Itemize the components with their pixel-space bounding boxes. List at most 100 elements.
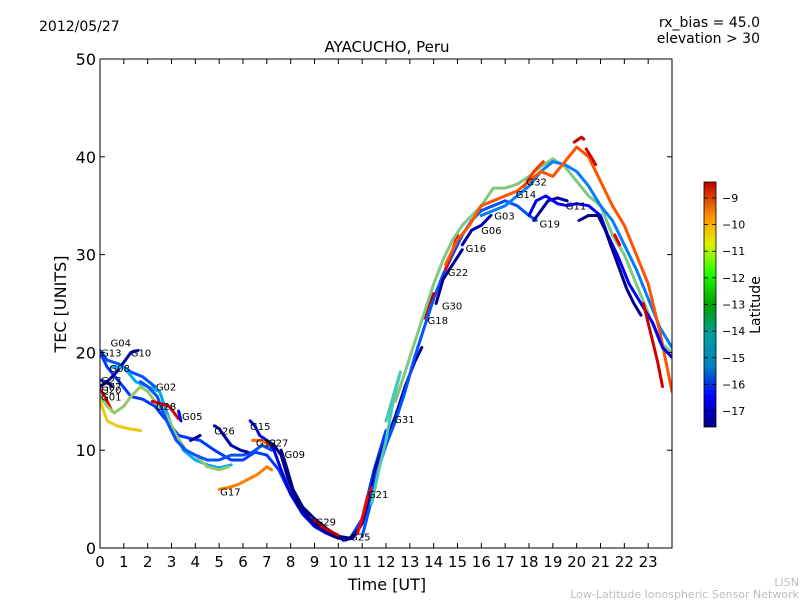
colorbar-tick-label: −16 <box>722 378 745 391</box>
y-tick-label: 10 <box>76 441 96 460</box>
colorbar-label: Latitude <box>748 276 764 334</box>
x-tick-label: 9 <box>310 553 320 571</box>
footer-network: Low-Latitude Ionospheric Sensor Network <box>570 588 799 600</box>
trace-g12 <box>251 438 271 447</box>
sat-label-g16: G16 <box>466 244 486 255</box>
x-tick-label: 21 <box>591 553 610 571</box>
y-tick-label: 50 <box>76 50 96 69</box>
trace-g02 <box>139 380 274 462</box>
x-tick-label: 8 <box>286 553 296 571</box>
trace-g26 <box>212 424 250 454</box>
x-tick-label: 11 <box>353 553 372 571</box>
x-tick-label: 10 <box>329 553 348 571</box>
x-tick-label: 1 <box>119 553 129 571</box>
trace-g28 <box>150 399 181 421</box>
x-tick-label: 20 <box>567 553 586 571</box>
colorbar-tick-label: −11 <box>722 245 745 258</box>
colorbar-tick-label: −13 <box>722 299 745 312</box>
sat-label-g10: G10 <box>131 348 151 359</box>
y-tick-label: 0 <box>86 539 96 558</box>
x-tick-label: 4 <box>191 553 201 571</box>
trace-g23 <box>100 378 107 384</box>
y-tick-label: 30 <box>76 246 96 265</box>
trace-g27 <box>265 438 359 542</box>
x-tick-label: 23 <box>639 553 658 571</box>
sat-label-g18: G18 <box>428 316 448 327</box>
trace-g31b <box>370 370 402 506</box>
sat-label-g03: G03 <box>494 211 514 222</box>
colorbar-tick-label: −15 <box>722 352 745 365</box>
trace-g11b <box>577 214 643 317</box>
sat-label-g01: G01 <box>101 392 121 403</box>
trace-g18 <box>422 292 436 320</box>
x-tick-label: 15 <box>448 553 467 571</box>
sat-label-g14: G14 <box>516 190 536 201</box>
x-tick-label: 7 <box>262 553 272 571</box>
footer-lisn: LISN <box>774 576 799 589</box>
y-tick-label: 20 <box>76 343 96 362</box>
sat-label-g21: G21 <box>368 490 388 501</box>
sat-label-g05: G05 <box>182 412 202 423</box>
trace-g32 <box>522 160 545 188</box>
trace-g10 <box>105 348 140 384</box>
trace-g19 <box>532 196 569 222</box>
sat-label-g30: G30 <box>442 301 462 312</box>
x-tick-label: 3 <box>167 553 177 571</box>
trace-g29 <box>313 519 340 537</box>
x-tick-label: 17 <box>496 553 515 571</box>
sat-label-g11: G11 <box>566 202 586 213</box>
rx-bias-label: rx_bias = 45.0 <box>659 15 760 31</box>
trace-g30 <box>434 248 464 305</box>
x-tick-label: 13 <box>400 553 419 571</box>
sat-label-g15: G15 <box>250 422 270 433</box>
y-axis-label: TEC [UNITS] <box>51 256 70 354</box>
trace-g06 <box>394 157 672 403</box>
sat-label-g28: G28 <box>156 402 176 413</box>
colorbar-ticks: −9 −10 −11 −12 −13 −14 −15 −16 −17 <box>704 192 745 418</box>
x-axis-label: Time [UT] <box>347 575 426 594</box>
colorbar-tick-label: −14 <box>722 325 745 338</box>
colorbar-tick-label: −12 <box>722 272 745 285</box>
x-tick-label: 12 <box>376 553 395 571</box>
trace-g01b <box>100 399 142 433</box>
sat-label-g06: G06 <box>481 226 501 237</box>
colorbar-tick-label: −17 <box>722 405 745 418</box>
colorbar-tick-label: −10 <box>722 219 745 232</box>
sat-label-g04: G04 <box>111 339 131 350</box>
trace-g17 <box>217 465 274 491</box>
sat-label-g08: G08 <box>109 364 129 375</box>
trace-g07 <box>100 380 114 389</box>
trace-g21 <box>355 485 374 535</box>
sat-label-g02: G02 <box>156 383 176 394</box>
y-tick-label: 40 <box>76 148 96 167</box>
sat-label-g25: G25 <box>350 532 370 543</box>
sat-label-g29: G29 <box>316 518 336 529</box>
trace-g20 <box>100 388 114 413</box>
trace-g11 <box>527 194 672 359</box>
traces-layer <box>100 135 672 542</box>
x-tick-label: 5 <box>214 553 224 571</box>
x-tick-label: 22 <box>615 553 634 571</box>
trace-g15 <box>248 419 340 540</box>
sat-label-g26: G26 <box>214 427 234 438</box>
colorbar-tick-label: −9 <box>722 192 738 205</box>
trace-r2 <box>584 147 598 167</box>
trace-g03 <box>479 160 672 349</box>
sat-label-g17: G17 <box>220 487 240 498</box>
sat-label-g27: G27 <box>268 438 288 449</box>
sat-label-g31: G31 <box>394 415 414 426</box>
plot-area <box>100 59 672 548</box>
sat-label-g12: G12 <box>256 438 276 449</box>
x-tick-label: 2 <box>143 553 153 571</box>
x-tick-label: 0 <box>95 553 105 571</box>
sat-label-g22: G22 <box>448 268 468 279</box>
sat-label-g09: G09 <box>285 450 305 461</box>
elevation-label: elevation > 30 <box>657 31 760 47</box>
sat-label-g23: G23 <box>101 376 121 387</box>
x-tick-label: 6 <box>238 553 248 571</box>
x-tick-label: 14 <box>424 553 443 571</box>
y-axis: 0 10 20 30 40 50 <box>76 50 672 558</box>
sat-label-g13: G13 <box>101 348 121 359</box>
